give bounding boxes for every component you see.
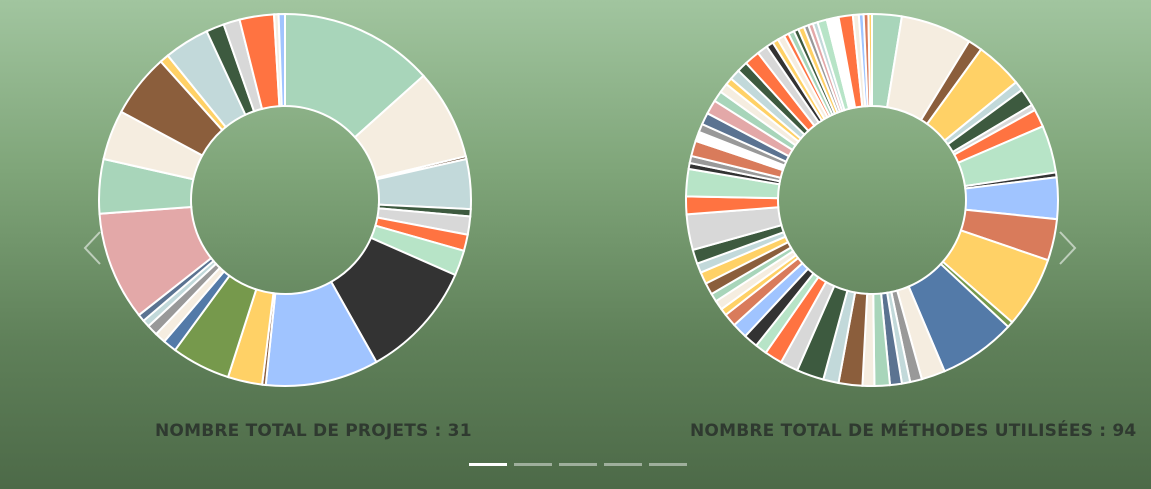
methods-donut-svg xyxy=(685,12,1059,387)
chevron-left-icon xyxy=(83,231,101,265)
pagination-dot-1[interactable] xyxy=(469,463,507,466)
donut-slice[interactable] xyxy=(277,12,286,108)
carousel-pagination xyxy=(469,463,687,466)
projects-total-caption: NOMBRE TOTAL DE PROJETS : 31 xyxy=(155,421,472,441)
pagination-dot-4[interactable] xyxy=(604,463,642,466)
chevron-right-icon xyxy=(1059,231,1077,265)
next-slide-button[interactable] xyxy=(1052,228,1080,268)
pagination-dot-3[interactable] xyxy=(559,463,597,466)
pagination-dot-2[interactable] xyxy=(514,463,552,466)
donut-slice[interactable] xyxy=(867,12,873,108)
prev-slide-button[interactable] xyxy=(80,228,108,268)
pagination-dot-5[interactable] xyxy=(649,463,687,466)
projects-donut-svg xyxy=(98,12,472,387)
methods-donut-chart xyxy=(672,0,1072,400)
methods-total-caption: NOMBRE TOTAL DE MÉTHODES UTILISÉES : 94 xyxy=(690,421,1137,441)
projects-donut-chart xyxy=(85,0,485,400)
